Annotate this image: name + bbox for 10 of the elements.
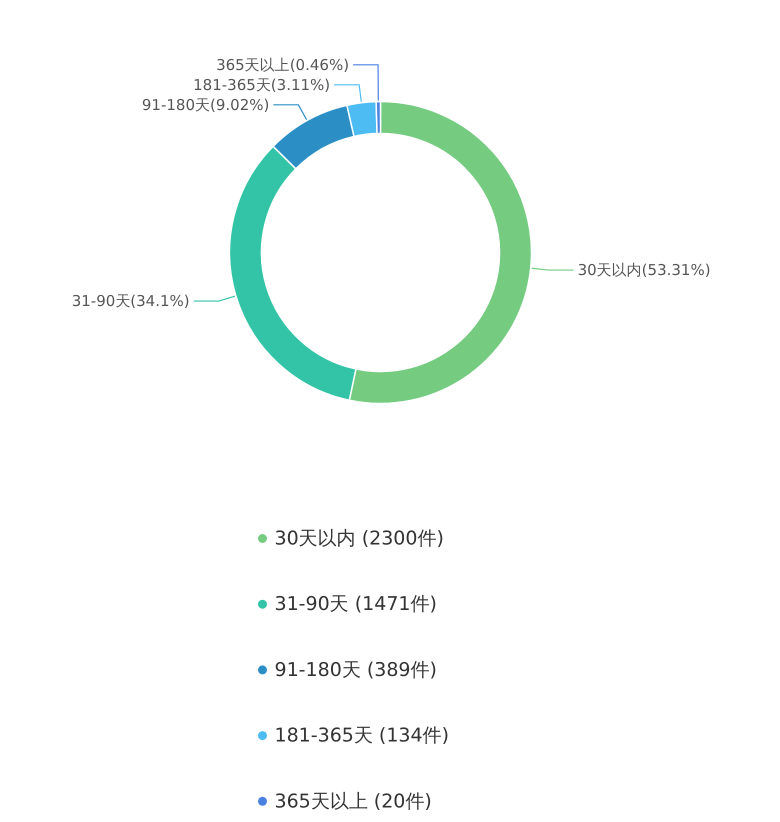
data-label: 91-180天(9.02%) xyxy=(142,96,270,114)
legend-label: 91-180天 (389件) xyxy=(274,658,437,681)
data-label: 31-90天(34.1%) xyxy=(72,292,190,310)
legend-label: 181-365天 (134件) xyxy=(274,724,450,747)
legend-label: 365天以上 (20件) xyxy=(274,790,432,812)
data-label: 365天以上(0.46%) xyxy=(216,56,350,74)
data-label: 30天以内(53.31%) xyxy=(578,261,711,280)
legend-label: 30天以内 (2300件) xyxy=(274,528,444,550)
legend-label: 31-90天 (1471件) xyxy=(274,593,437,616)
data-label: 181-365天(3.11%) xyxy=(193,76,330,94)
